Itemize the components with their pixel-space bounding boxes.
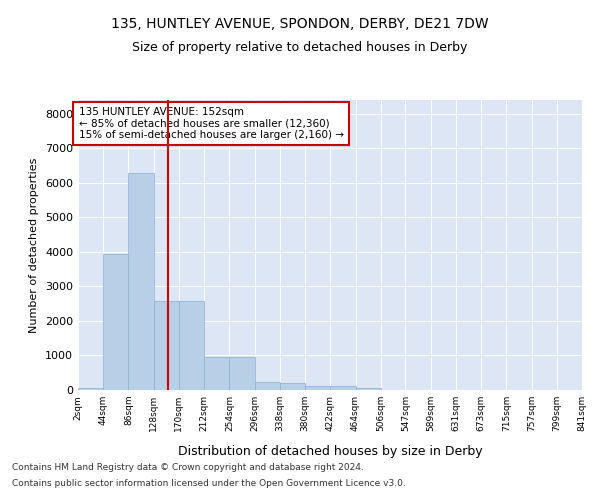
Bar [128, 172, 154, 390]
Bar [103, 254, 128, 390]
Text: Contains HM Land Registry data © Crown copyright and database right 2024.: Contains HM Land Registry data © Crown c… [12, 464, 364, 472]
Bar [331, 386, 356, 390]
Bar [179, 301, 204, 390]
Bar [254, 382, 280, 390]
Y-axis label: Number of detached properties: Number of detached properties [29, 158, 40, 332]
Text: Size of property relative to detached houses in Derby: Size of property relative to detached ho… [133, 41, 467, 54]
X-axis label: Distribution of detached houses by size in Derby: Distribution of detached houses by size … [178, 445, 482, 458]
Bar [356, 388, 381, 390]
Text: Contains public sector information licensed under the Open Government Licence v3: Contains public sector information licen… [12, 478, 406, 488]
Bar [78, 388, 103, 390]
Text: 135, HUNTLEY AVENUE, SPONDON, DERBY, DE21 7DW: 135, HUNTLEY AVENUE, SPONDON, DERBY, DE2… [111, 18, 489, 32]
Bar [305, 386, 331, 390]
Bar [280, 383, 305, 390]
Text: 135 HUNTLEY AVENUE: 152sqm
← 85% of detached houses are smaller (12,360)
15% of : 135 HUNTLEY AVENUE: 152sqm ← 85% of deta… [79, 107, 344, 140]
Bar [154, 301, 179, 390]
Bar [229, 357, 254, 390]
Bar [204, 357, 229, 390]
